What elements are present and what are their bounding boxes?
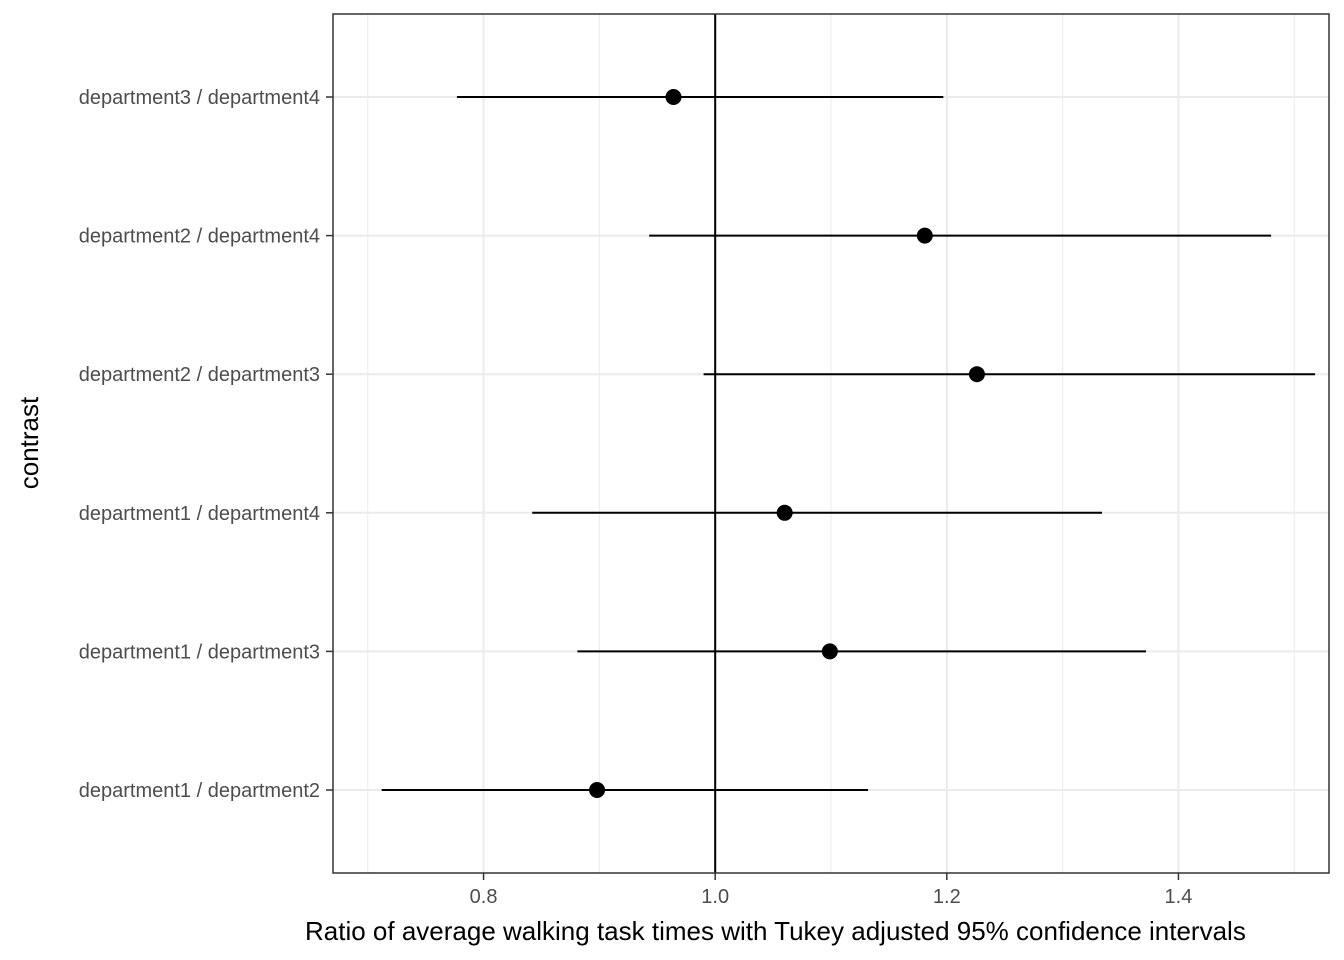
x-axis-title: Ratio of average walking task times with… bbox=[305, 916, 1246, 946]
y-tick-label: department2 / department3 bbox=[79, 364, 320, 386]
point-layer bbox=[589, 89, 985, 798]
x-tick-label: 1.2 bbox=[933, 886, 961, 908]
panel-border bbox=[332, 13, 1330, 874]
y-tick-label: department1 / department3 bbox=[79, 641, 320, 663]
y-tick-label: department3 / department4 bbox=[79, 87, 320, 109]
ratio-point bbox=[821, 643, 838, 660]
ratio-point bbox=[665, 89, 682, 105]
ratio-point bbox=[916, 227, 933, 244]
x-tick-layer: 0.8 1.0 1.2 1.4 bbox=[470, 873, 1193, 908]
ratio-point bbox=[968, 366, 985, 383]
y-tick-label: department1 / department2 bbox=[79, 780, 320, 802]
y-axis-title: contrast bbox=[14, 396, 44, 489]
y-tick-label: department2 / department4 bbox=[79, 226, 320, 248]
ratio-point bbox=[776, 504, 793, 521]
x-tick-label: 0.8 bbox=[470, 886, 498, 908]
interval-layer bbox=[381, 96, 1316, 791]
x-tick-label: 1.0 bbox=[701, 886, 729, 908]
ratio-point bbox=[589, 782, 606, 798]
y-tick-layer: department1 / department2 department1 / d… bbox=[79, 87, 333, 802]
x-tick-label: 1.4 bbox=[1165, 886, 1193, 908]
y-tick-label: department1 / department4 bbox=[79, 503, 320, 525]
